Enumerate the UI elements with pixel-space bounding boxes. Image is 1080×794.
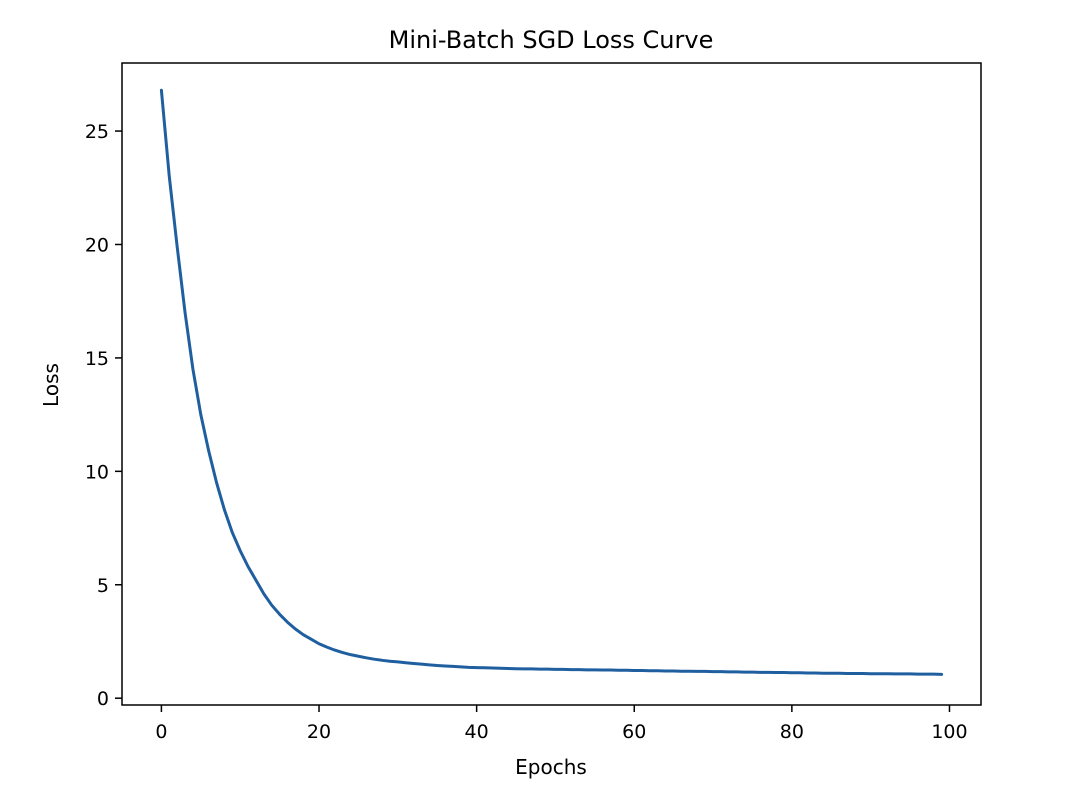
x-tick-label: 20 xyxy=(307,721,331,743)
y-tick-label: 5 xyxy=(97,575,109,597)
x-tick-label: 60 xyxy=(622,721,646,743)
x-tick-label: 80 xyxy=(780,721,804,743)
y-tick-label: 20 xyxy=(85,234,109,256)
x-tick-label: 100 xyxy=(931,721,967,743)
plot-area-frame xyxy=(121,62,982,706)
chart-title: Mini-Batch SGD Loss Curve xyxy=(389,26,714,54)
y-tick-label: 15 xyxy=(85,348,109,370)
y-tick-label: 10 xyxy=(85,461,109,483)
x-tick-label: 0 xyxy=(155,721,167,743)
y-tick-label: 25 xyxy=(85,121,109,143)
tick-group: 0 20 40 60 80 100 0 5 10 15 20 25 xyxy=(85,121,968,743)
x-tick-label: 40 xyxy=(465,721,489,743)
y-tick-label: 0 xyxy=(97,688,109,710)
x-axis-label: Epochs xyxy=(515,755,587,779)
loss-curve-line xyxy=(159,88,944,676)
y-axis-label: Loss xyxy=(39,363,63,407)
